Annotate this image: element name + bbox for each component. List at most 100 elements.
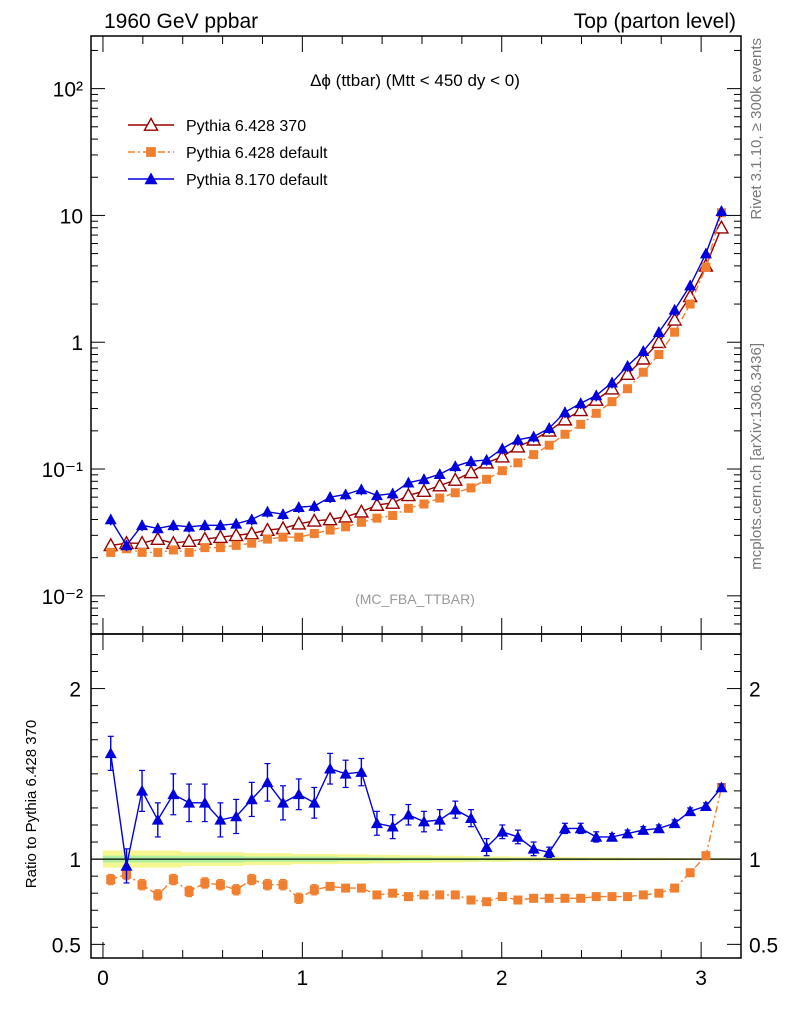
top-data-point: [341, 522, 351, 532]
rivet-label: Rivet 3.1.10, ≥ 300k events: [748, 38, 765, 220]
ratio-y-axis-label: Ratio to Pythia 6.428 370: [23, 720, 40, 888]
ratio-series-line-1: [110, 753, 723, 867]
top-data-point: [482, 474, 492, 484]
ratio-y-tick-label-right: 0.5: [749, 934, 778, 957]
top-y-tick-label: 1: [71, 332, 83, 355]
top-data-point: [369, 497, 385, 511]
ratio-data-point: [637, 824, 650, 835]
top-data-point: [198, 519, 211, 531]
ratio-data-point: [668, 817, 681, 829]
ratio-data-point: [309, 885, 319, 895]
top-data-point: [228, 527, 244, 542]
ratio-data-point: [324, 762, 337, 774]
top-data-point: [619, 366, 636, 381]
top-y-tick-label: 10⁻²: [42, 586, 83, 609]
ratio-data-point: [200, 878, 210, 888]
top-data-point: [449, 460, 462, 472]
top-data-point: [560, 429, 570, 439]
legend-label-1: Pythia 6.428 default: [186, 145, 328, 162]
top-data-point: [150, 531, 166, 546]
top-data-point: [262, 534, 272, 544]
ratio-data-point: [652, 822, 665, 834]
ratio-series-line-0: [110, 787, 723, 903]
ratio-data-point: [198, 796, 211, 808]
top-data-point: [651, 334, 667, 349]
top-data-point: [231, 540, 241, 550]
ratio-data-point: [247, 875, 257, 885]
ratio-data-point: [558, 822, 571, 834]
top-data-point: [558, 406, 571, 418]
ratio-y-tick-label-left: 0.5: [52, 934, 81, 957]
top-data-point: [529, 450, 539, 460]
top-data-point: [355, 483, 368, 495]
ratio-data-point: [120, 859, 133, 871]
ratio-data-point: [699, 800, 712, 812]
ratio-data-point: [278, 880, 288, 890]
ratio-data-point: [511, 830, 524, 842]
ratio-data-point: [623, 892, 633, 902]
ratio-data-point: [372, 890, 382, 900]
ratio-data-point: [543, 846, 556, 858]
ratio-data-point: [450, 890, 460, 900]
ratio-data-point: [388, 888, 398, 898]
legend-label-2: Pythia 8.170 default: [186, 172, 328, 189]
x-tick-label: 1: [297, 967, 309, 990]
top-data-point: [527, 430, 540, 442]
top-data-point: [183, 520, 196, 532]
top-data-point: [605, 376, 618, 388]
ratio-data-point: [325, 881, 335, 891]
ratio-data-point: [482, 897, 492, 907]
top-data-point: [416, 483, 432, 497]
top-data-point: [167, 519, 180, 531]
ratio-data-point: [339, 767, 352, 779]
ratio-data-point: [341, 883, 351, 893]
top-data-point: [306, 512, 323, 527]
top-data-point: [151, 522, 164, 534]
top-data-point: [652, 326, 665, 337]
top-data-point: [120, 539, 133, 551]
top-data-point: [435, 493, 445, 503]
ratio-data-point: [386, 820, 399, 832]
ratio-data-point: [153, 890, 163, 900]
top-data-point: [372, 513, 382, 523]
legend-marker-1: [146, 147, 156, 157]
ratio-y-tick-label-left: 1: [69, 849, 81, 872]
top-data-point: [466, 483, 476, 493]
legend-label-0: Pythia 6.428 370: [186, 118, 306, 135]
top-data-point: [277, 508, 290, 520]
ratio-data-point: [403, 892, 413, 902]
top-data-point: [480, 453, 493, 465]
ratio-y-tick-label-left: 2: [69, 679, 81, 702]
top-data-point: [590, 389, 603, 401]
top-data-point: [684, 279, 697, 291]
top-data-point: [339, 488, 352, 500]
ratio-data-point: [230, 810, 243, 822]
ratio-data-point: [262, 880, 272, 890]
ratio-data-point: [560, 893, 570, 903]
top-data-point: [637, 345, 650, 356]
ratio-data-point: [529, 893, 539, 903]
ratio-data-point: [183, 796, 196, 808]
ratio-data-point: [715, 781, 728, 793]
top-series-line-1: [110, 212, 723, 554]
top-data-point: [291, 515, 307, 530]
x-tick-label: 0: [97, 967, 109, 990]
top-data-point: [607, 397, 617, 407]
top-data-point: [544, 440, 554, 450]
top-data-point: [386, 487, 399, 499]
top-data-point: [654, 350, 664, 360]
ratio-data-point: [261, 776, 274, 788]
top-data-point: [212, 529, 229, 544]
top-data-point: [701, 262, 711, 272]
top-data-point: [104, 513, 117, 525]
ratio-data-point: [245, 793, 258, 805]
top-data-point: [230, 517, 243, 529]
top-data-point: [309, 529, 319, 539]
top-data-point: [400, 487, 417, 502]
legend-marker-0: [143, 117, 159, 131]
top-data-point: [153, 547, 163, 557]
top-data-point: [433, 468, 446, 480]
ratio-data-point: [449, 803, 462, 815]
mcplots-label: mcplots.cern.ch [arXiv:1306.3436]: [748, 343, 765, 570]
top-data-point: [591, 408, 601, 418]
